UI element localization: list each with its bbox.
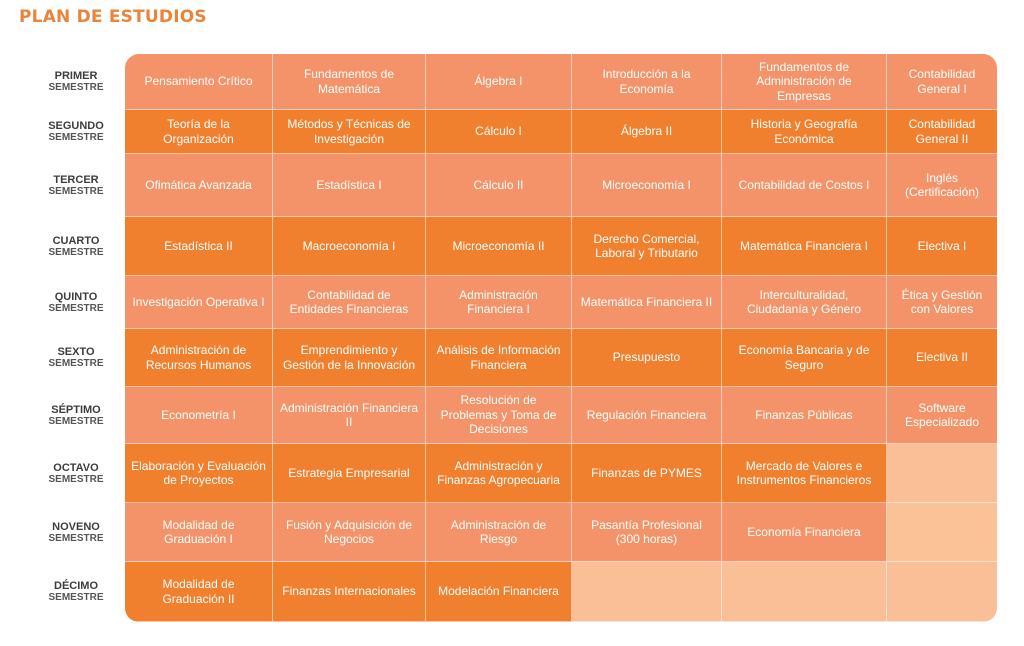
course-cell: Fundamentos de Matemática [273, 54, 426, 110]
course-cell: Pensamiento Crítico [125, 54, 273, 110]
semester-label-word: SEMESTRE [48, 132, 104, 143]
course-cell: Contabilidad de Costos I [722, 154, 887, 217]
course-cell: Administración Financiera I [426, 276, 572, 329]
semester-label-word: SEMESTRE [48, 358, 104, 369]
semester-label-word: SEMESTRE [48, 82, 104, 93]
semester-label: SEXTO SEMESTRE [28, 329, 124, 387]
course-cell: Electiva II [887, 329, 997, 387]
semester-label-name: PRIMER [54, 70, 98, 82]
semester-label-word: SEMESTRE [48, 302, 104, 314]
course-cell: Modalidad de Graduación I [125, 503, 273, 562]
empty-course-cell [887, 562, 997, 622]
course-cell: Software Especializado [887, 387, 997, 444]
course-cell: Fusión y Adquisición de Negocios [273, 503, 426, 562]
course-cell: Introducción a la Economía [572, 54, 722, 110]
course-cell: Finanzas de PYMES [572, 444, 722, 503]
empty-course-cell [722, 562, 887, 622]
empty-course-cell [887, 503, 997, 562]
course-cell: Estrategia Empresarial [273, 444, 426, 503]
course-cell: Matemática Financiera II [572, 276, 722, 329]
course-cell: Microeconomía II [426, 217, 572, 276]
course-cell: Contabilidad de Entidades Financieras [273, 276, 426, 329]
semester-label: SÉPTIMO SEMESTRE [28, 387, 124, 444]
semester-label: OCTAVO SEMESTRE [28, 444, 124, 503]
course-cell: Modelación Financiera [426, 562, 572, 622]
semester-label: CUARTO SEMESTRE [28, 217, 124, 276]
course-cell: Microeconomía I [572, 154, 722, 217]
semester-label-word: SEMESTRE [48, 592, 104, 603]
semester-label-word: SEMESTRE [48, 473, 104, 485]
course-cell: Pasantía Profesional (300 horas) [572, 503, 722, 562]
course-cell: Métodos y Técnicas de Investigación [273, 110, 426, 154]
semester-label-name: CUARTO [52, 234, 100, 247]
semester-label-name: SEGUNDO [48, 120, 104, 132]
course-cell: Economía Bancaria y de Seguro [722, 329, 887, 387]
course-cell: Finanzas Públicas [722, 387, 887, 444]
course-cell: Interculturalidad, Ciudadanía y Género [722, 276, 887, 329]
page-title: PLAN DE ESTUDIOS [19, 7, 207, 27]
course-cell: Emprendimiento y Gestión de la Innovació… [273, 329, 426, 387]
semester-label-name: SEXTO [57, 346, 95, 358]
course-cell: Elaboración y Evaluación de Proyectos [125, 444, 273, 503]
course-cell: Administración de Riesgo [426, 503, 572, 562]
course-cell: Contabilidad General II [887, 110, 997, 154]
course-cell: Modalidad de Graduación II [125, 562, 273, 622]
course-cell: Finanzas Internacionales [273, 562, 426, 622]
course-cell: Cálculo II [426, 154, 572, 217]
course-cell: Administración de Recursos Humanos [125, 329, 273, 387]
course-cell: Mercado de Valores e Instrumentos Financ… [722, 444, 887, 503]
course-cell: Ética y Gestión con Valores [887, 276, 997, 329]
course-cell: Contabilidad General I [887, 54, 997, 110]
semester-label-name: QUINTO [54, 290, 98, 303]
semester-label-word: SEMESTRE [48, 532, 104, 544]
course-cell: Estadística II [125, 217, 273, 276]
course-cell: Teoría de la Organización [125, 110, 273, 154]
course-cell: Álgebra II [572, 110, 722, 154]
empty-course-cell [887, 444, 997, 503]
semester-label-name: OCTAVO [53, 461, 99, 474]
course-cell: Investigación Operativa I [125, 276, 273, 329]
course-cell: Estadística I [273, 154, 426, 217]
semester-label-name: SÉPTIMO [51, 403, 101, 416]
course-cell: Ofimática Avanzada [125, 154, 273, 217]
semester-label-word: SEMESTRE [48, 415, 104, 427]
semester-label-name: DÉCIMO [54, 580, 98, 592]
semester-label-word: SEMESTRE [48, 246, 104, 258]
semester-label-name: TERCER [53, 173, 99, 186]
course-cell: Administración Financiera II [273, 387, 426, 444]
course-cell: Análisis de Información Financiera [426, 329, 572, 387]
course-cell: Inglés (Certificación) [887, 154, 997, 217]
course-cell: Derecho Comercial, Laboral y Tributario [572, 217, 722, 276]
course-cell: Econometría I [125, 387, 273, 444]
course-cell: Cálculo I [426, 110, 572, 154]
course-cell: Matemática Financiera I [722, 217, 887, 276]
empty-course-cell [572, 562, 722, 622]
course-cell: Presupuesto [572, 329, 722, 387]
semester-label: QUINTO SEMESTRE [28, 276, 124, 329]
course-cell: Historia y Geografía Económica [722, 110, 887, 154]
semester-label: TERCER SEMESTRE [28, 154, 124, 217]
course-cell: Electiva I [887, 217, 997, 276]
course-cell: Fundamentos de Administración de Empresa… [722, 54, 887, 110]
course-cell: Resolución de Problemas y Toma de Decisi… [426, 387, 572, 444]
curriculum-grid: Pensamiento Crítico Fundamentos de Matemá… [125, 54, 997, 622]
course-cell: Regulación Financiera [572, 387, 722, 444]
semester-label-name: NOVENO [52, 520, 100, 533]
course-cell: Álgebra I [426, 54, 572, 110]
semester-labels: PRIMER SEMESTRE SEGUNDO SEMESTRE TERCER SEMES… [28, 54, 124, 622]
semester-label: PRIMER SEMESTRE [28, 54, 124, 110]
semester-label: NOVENO SEMESTRE [28, 503, 124, 562]
semester-label: SEGUNDO SEMESTRE [28, 110, 124, 154]
course-cell: Macroeconomía I [273, 217, 426, 276]
course-cell: Economía Financiera [722, 503, 887, 562]
semester-label-word: SEMESTRE [48, 185, 104, 197]
semester-label: DÉCIMO SEMESTRE [28, 562, 124, 622]
course-cell: Administración y Finanzas Agropecuaria [426, 444, 572, 503]
